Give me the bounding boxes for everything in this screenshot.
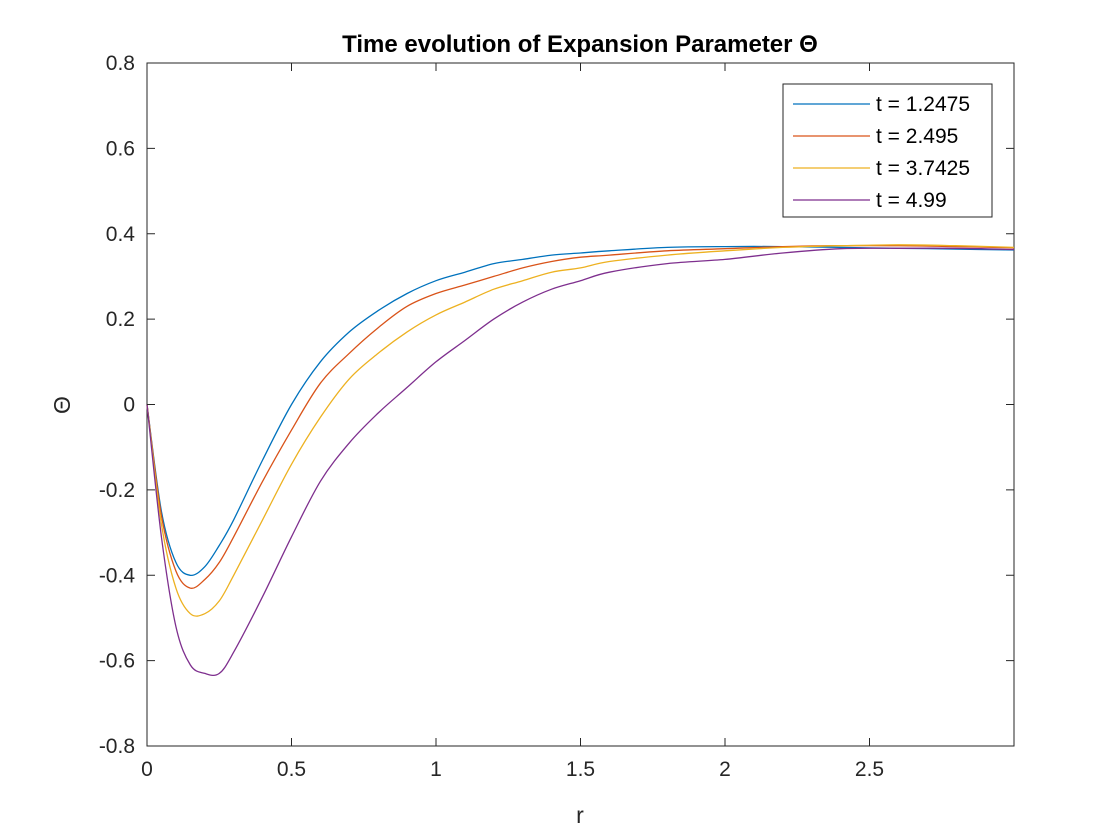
legend-label-3: t = 3.7425	[876, 157, 970, 180]
y-tick-label: 0.6	[106, 137, 135, 160]
x-tick-label: 1	[430, 758, 442, 781]
y-tick-label: 0.2	[106, 308, 135, 331]
series-layer	[146, 244, 1015, 677]
legend-box	[782, 83, 993, 218]
series-line-1	[146, 245, 1015, 576]
x-tick-label: 2.5	[855, 758, 884, 781]
chart-title: Time evolution of Expansion Parameter Θ	[342, 31, 818, 58]
y-tick-label: 0.8	[106, 52, 135, 75]
x-tick-label: 0	[141, 758, 153, 781]
y-tick-label: 0	[123, 394, 135, 417]
series-line-2	[146, 244, 1015, 589]
y-axis-label: Θ	[49, 396, 75, 414]
y-tick-label: -0.4	[99, 564, 136, 587]
x-tick-label: 1.5	[566, 758, 595, 781]
y-tick-label: -0.2	[99, 479, 135, 502]
legend-label-4: t = 4.99	[876, 189, 947, 212]
x-axis-label: r	[576, 802, 584, 828]
x-tick-label: 0.5	[277, 758, 306, 781]
series-line-3	[146, 244, 1015, 617]
x-tick-label: 2	[719, 758, 731, 781]
ticks-layer: 0 0.5 1 1.5 2 2.5 -0.8 -0.6 -0.4 -0.2 0 0.2 0.4 0.6 0.…	[99, 52, 1014, 781]
y-tick-label: -0.6	[99, 650, 135, 673]
legend: t = 1.2475 t = 2.495 t = 3.7425 t = 4.99	[782, 83, 993, 218]
y-tick-label: 0.4	[106, 223, 136, 246]
legend-label-2: t = 2.495	[876, 125, 958, 148]
y-tick-label: -0.8	[99, 735, 135, 758]
series-line-4	[146, 247, 1015, 677]
legend-label-1: t = 1.2475	[876, 93, 970, 116]
